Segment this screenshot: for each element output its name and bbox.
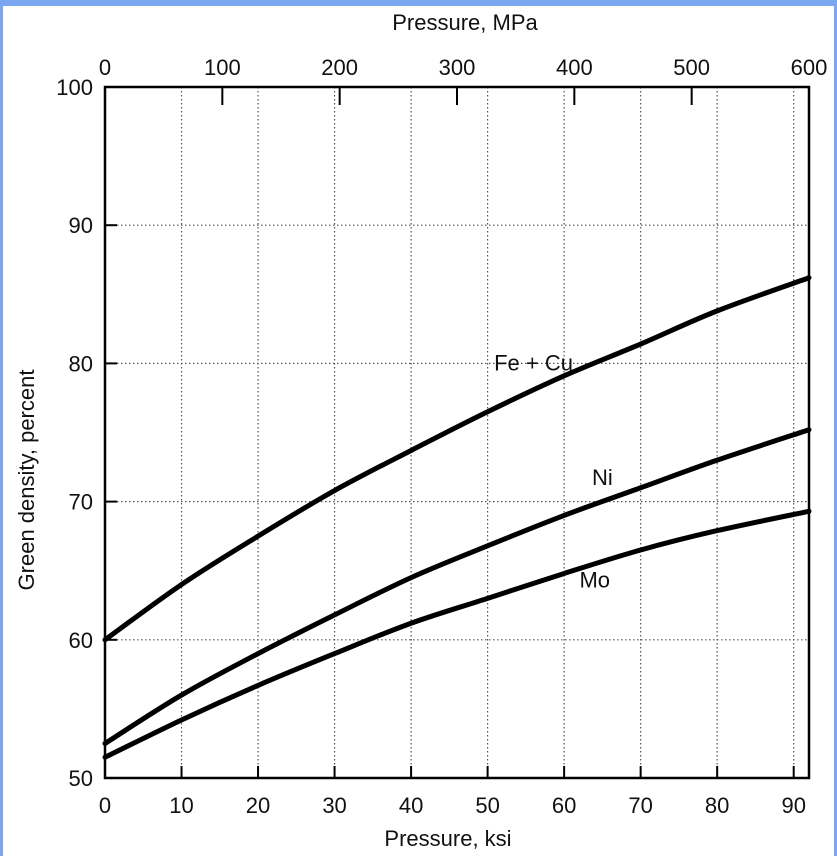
x2-tick-label-200: 200 (321, 55, 358, 80)
y-tick-label-80: 80 (69, 351, 93, 376)
y-axis-title: Green density, percent (14, 370, 39, 591)
x-tick-label-40: 40 (399, 793, 423, 818)
curve-ni (102, 427, 812, 746)
x2-tick-label-400: 400 (556, 55, 593, 80)
x2-tick-label-100: 100 (204, 55, 241, 80)
y-tick-label-100: 100 (56, 75, 93, 100)
y-tick-label-60: 60 (69, 628, 93, 653)
series-label-fe-cu: Fe + Cu (494, 350, 573, 375)
x-tick-label-30: 30 (322, 793, 346, 818)
series-labels: Fe + Cu Ni Mo (494, 350, 613, 592)
x-tick-label-60: 60 (552, 793, 576, 818)
x-tick-label-90: 90 (781, 793, 805, 818)
series-label-mo: Mo (579, 567, 610, 592)
x-axis-title: Pressure, ksi (384, 826, 511, 851)
x-tick-label-70: 70 (628, 793, 652, 818)
y-tick-label-70: 70 (69, 490, 93, 515)
x2-tick-label-0: 0 (99, 55, 111, 80)
plot-area (103, 85, 811, 780)
curve-fe-cu (102, 275, 812, 643)
curve-mo (102, 508, 812, 760)
x2-axis-title: Pressure, MPa (392, 10, 538, 35)
x2-tick-label-500: 500 (673, 55, 710, 80)
grid (105, 87, 809, 778)
y-tick-label-90: 90 (69, 213, 93, 238)
y-tick-label-50: 50 (69, 766, 93, 791)
x-tick-label-80: 80 (705, 793, 729, 818)
x2-tick-label-300: 300 (439, 55, 476, 80)
series-label-ni: Ni (592, 465, 613, 490)
x-tick-label-0: 0 (99, 793, 111, 818)
ticks (104, 86, 810, 779)
x2-tick-label-600: 600 (791, 55, 828, 80)
x-tick-label-10: 10 (169, 793, 193, 818)
x-tick-label-20: 20 (246, 793, 270, 818)
curves (102, 275, 812, 760)
x-tick-label-50: 50 (475, 793, 499, 818)
